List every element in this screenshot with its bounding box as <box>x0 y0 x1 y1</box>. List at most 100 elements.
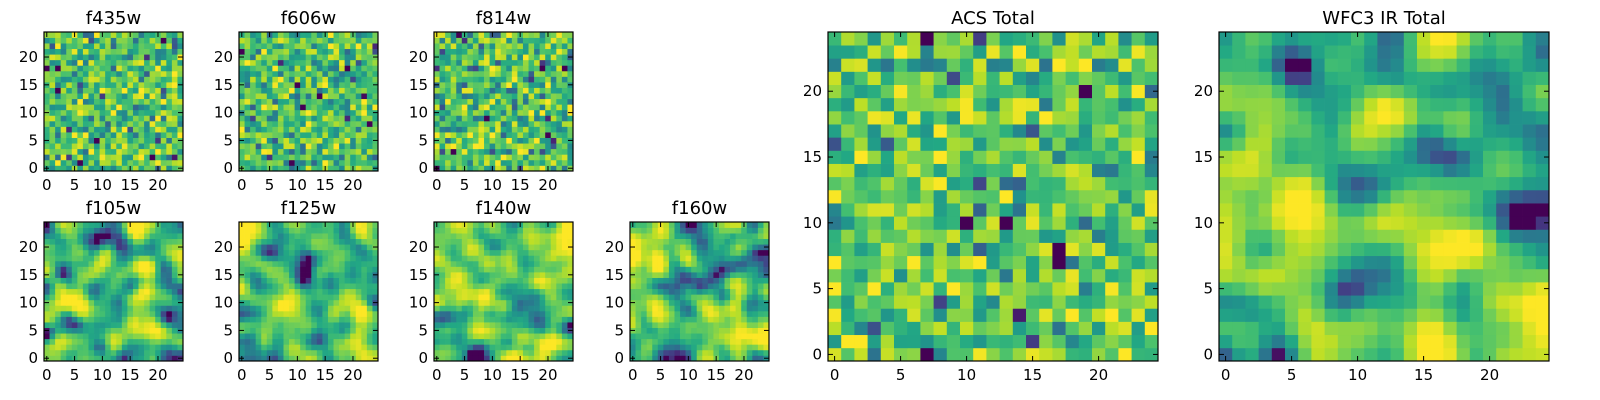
heatmap-cell <box>478 109 485 116</box>
heatmap-cell <box>355 32 362 38</box>
heatmap-cell <box>127 277 134 284</box>
x-tick-label: 10 <box>483 366 502 384</box>
heatmap-cell <box>266 48 273 55</box>
heatmap-cell <box>71 233 78 240</box>
heatmap-cell <box>1078 255 1093 270</box>
heatmap-cell <box>674 344 681 351</box>
heatmap-cell <box>88 54 95 61</box>
heatmap-cell <box>289 109 295 116</box>
heatmap-cell <box>472 159 479 166</box>
heatmap-cell <box>567 249 574 256</box>
heatmap-cell <box>121 59 128 66</box>
heatmap-cell <box>366 294 373 301</box>
heatmap-cell <box>110 344 117 351</box>
heatmap-cell <box>272 54 279 61</box>
heatmap-cell <box>44 233 50 240</box>
heatmap-cell <box>506 37 513 44</box>
heatmap-cell <box>305 98 312 105</box>
heatmap-cell <box>718 327 725 334</box>
heatmap-cell <box>266 255 273 262</box>
heatmap-cell <box>724 283 731 290</box>
x-tick-label: 20 <box>148 366 167 384</box>
heatmap-cell <box>854 295 868 309</box>
heatmap-cell <box>495 233 502 240</box>
heatmap-cell <box>177 255 184 262</box>
heatmap-cell <box>138 244 145 251</box>
heatmap-cell <box>534 32 540 38</box>
heatmap-cell <box>472 54 479 61</box>
heatmap-cell <box>867 321 882 336</box>
heatmap-cell <box>82 305 89 312</box>
heatmap-cell <box>116 233 123 240</box>
heatmap-cell <box>239 132 245 138</box>
heatmap-cell <box>177 344 184 351</box>
heatmap-cell <box>283 355 290 362</box>
heatmap-cell <box>277 93 284 100</box>
heatmap-cell <box>372 59 379 66</box>
heatmap-cell <box>702 238 709 245</box>
heatmap-cell <box>60 70 67 77</box>
heatmap-cell <box>55 137 62 144</box>
heatmap-cell <box>44 288 50 295</box>
heatmap-cell <box>294 233 301 240</box>
heatmap-cell <box>445 310 452 317</box>
heatmap-cell <box>478 98 485 105</box>
heatmap-cell <box>933 216 948 230</box>
heatmap-cell <box>261 109 268 116</box>
heatmap-cell <box>289 143 295 150</box>
heatmap-cell <box>1118 176 1132 191</box>
heatmap-cell <box>461 87 468 94</box>
heatmap-cell <box>450 238 457 245</box>
heatmap-cell <box>266 227 273 234</box>
heatmap-cell <box>94 249 100 256</box>
heatmap-cell <box>316 148 323 155</box>
heatmap-cell <box>372 349 379 356</box>
heatmap-cell <box>350 115 357 122</box>
heatmap-cell <box>277 316 284 323</box>
heatmap-cell <box>567 48 574 55</box>
heatmap-cell <box>534 54 540 61</box>
heatmap-cell <box>327 222 334 228</box>
heatmap-cell <box>333 288 340 295</box>
heatmap-cell <box>116 115 123 122</box>
heatmap-cell <box>489 70 496 77</box>
heatmap-cell <box>539 333 546 340</box>
heatmap-cell <box>277 272 284 278</box>
heatmap-cell <box>528 316 535 323</box>
heatmap-cell <box>946 216 961 230</box>
heatmap-cell <box>66 316 73 323</box>
heatmap-cell <box>361 109 368 116</box>
heatmap-cell <box>1144 163 1159 178</box>
heatmap-cell <box>986 295 1000 309</box>
heatmap-cell <box>735 266 742 273</box>
heatmap-cell <box>439 148 446 155</box>
heatmap-cell <box>316 37 323 44</box>
heatmap-cell <box>272 249 279 256</box>
heatmap-cell <box>741 272 748 278</box>
heatmap-cell <box>132 132 139 138</box>
heatmap-cell <box>484 238 490 245</box>
heatmap-cell <box>350 43 357 50</box>
heatmap-cell <box>1078 347 1093 362</box>
heatmap-cell <box>630 277 636 284</box>
heatmap-cell <box>49 233 56 240</box>
heatmap-cell <box>1105 282 1119 296</box>
heatmap-cell <box>741 249 748 256</box>
heatmap-cell <box>160 260 167 267</box>
heatmap-cell <box>366 272 373 278</box>
heatmap-cell <box>500 148 507 155</box>
heatmap-cell <box>155 238 162 245</box>
heatmap-cell <box>511 32 518 38</box>
heatmap-cell <box>841 321 855 336</box>
heatmap-cell <box>450 277 457 284</box>
heatmap-cell <box>434 233 440 240</box>
heatmap-cell <box>99 82 106 88</box>
heatmap-cell <box>250 70 257 77</box>
heatmap-cell <box>1105 295 1119 309</box>
heatmap-cell <box>657 238 664 245</box>
heatmap-cell <box>680 238 686 245</box>
heatmap-cell <box>506 132 513 138</box>
heatmap-cell <box>105 48 112 55</box>
heatmap-cell <box>920 347 934 362</box>
heatmap-cell <box>674 272 681 278</box>
